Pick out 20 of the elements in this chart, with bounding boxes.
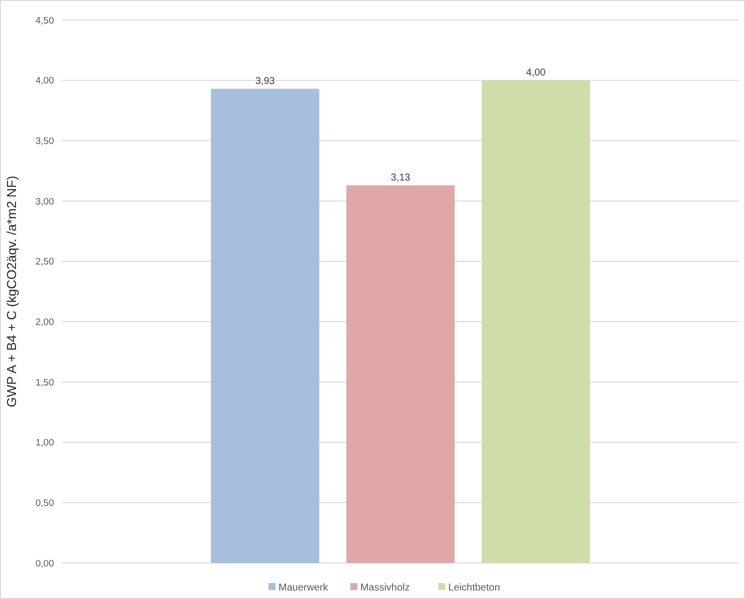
bar (482, 80, 590, 563)
legend-label: Massivholz (360, 582, 410, 594)
y-tick-label: 4,50 (36, 15, 54, 26)
y-tick-label: 2,00 (36, 316, 54, 328)
y-tick-label: 0,50 (36, 498, 54, 509)
y-tick-label: 3,00 (36, 196, 54, 208)
bar (210, 88, 320, 563)
y-tick-label: 0,00 (36, 558, 54, 570)
legend-label: Mauerwerk (278, 582, 329, 594)
y-tick-label: 4,00 (36, 76, 54, 87)
y-tick-label: 1,50 (36, 377, 54, 388)
data-label: 3,93 (255, 76, 276, 87)
y-tick-label: 2,50 (36, 256, 54, 268)
data-label: 4,00 (526, 67, 546, 78)
y-tick-label: 1,00 (36, 438, 54, 449)
data-label: 3,13 (390, 172, 411, 184)
y-axis-title: GWP A + B4 + C (kgCO2äqv. /a*m2 NF) (4, 176, 19, 408)
y-tick-label: 3,50 (36, 136, 54, 147)
legend-label: Leichtbeton (448, 582, 500, 594)
bar (346, 185, 455, 563)
